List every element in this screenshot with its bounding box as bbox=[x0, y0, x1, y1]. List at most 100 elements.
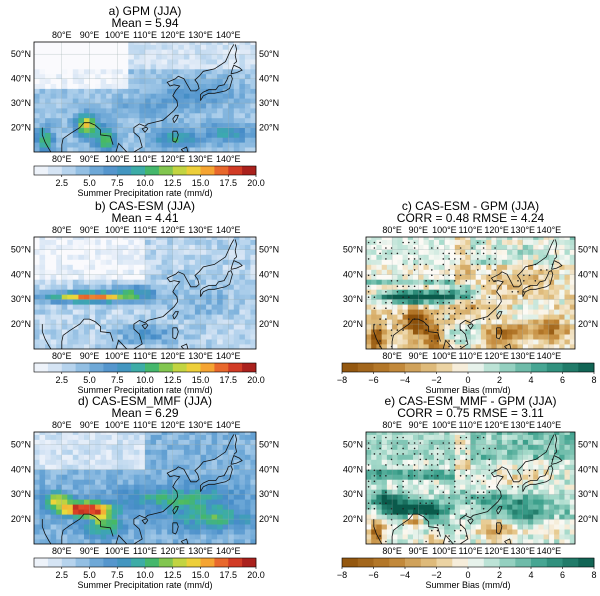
map-panel-a-cell bbox=[95, 137, 102, 143]
map-panel-d-cell bbox=[183, 484, 190, 490]
map-panel-d-cell bbox=[89, 454, 96, 460]
map-panel-c-cell bbox=[428, 304, 435, 310]
map-panel-d-cell bbox=[56, 432, 63, 435]
map-panel-a-cell bbox=[95, 122, 102, 128]
map-panel-c-stipple bbox=[494, 269, 496, 271]
map-panel-a-cell bbox=[211, 78, 218, 84]
map-panel-b-cell bbox=[244, 289, 251, 295]
map-panel-d-cell bbox=[89, 469, 96, 475]
map-panel-d-cell bbox=[150, 444, 157, 450]
map-panel-b-cell bbox=[56, 294, 63, 300]
map-panel-e-cell bbox=[428, 474, 435, 480]
bottom-lon-tick-label: 100°E bbox=[105, 351, 130, 361]
map-panel-c-cell bbox=[507, 274, 513, 280]
map-panel-b-cell bbox=[50, 289, 57, 295]
left-lat-tick-label: 20°N bbox=[11, 319, 31, 329]
map-panel-e-cell bbox=[559, 464, 565, 470]
map-panel-c-cell bbox=[433, 309, 440, 315]
map-panel-e-cell bbox=[470, 529, 477, 535]
map-panel-e-cell bbox=[465, 449, 471, 455]
map-panel-b-cell bbox=[200, 249, 207, 255]
map-panel-a-cell bbox=[78, 147, 85, 152]
map-panel-b-cell bbox=[50, 319, 57, 325]
map-panel-d-cell bbox=[211, 474, 218, 480]
map-panel-a-cell bbox=[78, 98, 85, 104]
map-panel-b-cell bbox=[34, 284, 40, 290]
map-panel-e-cell bbox=[486, 459, 492, 465]
map-panel-d-cell bbox=[206, 519, 213, 525]
map-panel-e-cell bbox=[407, 439, 414, 445]
map-panel-c-cell bbox=[444, 289, 450, 295]
map-panel-a-cell bbox=[211, 64, 218, 70]
map-panel-a-cell bbox=[172, 78, 179, 84]
map-panel-e-cell bbox=[491, 489, 497, 495]
map-panel-d-cell bbox=[61, 539, 68, 544]
map-panel-d-cell bbox=[217, 434, 224, 440]
map-panel-b-cell bbox=[250, 294, 256, 300]
map-panel-a-cell bbox=[239, 64, 246, 70]
map-panel-e-cell bbox=[554, 489, 560, 495]
map-panel-c-cell bbox=[533, 324, 539, 330]
map-panel-d-cell bbox=[117, 449, 124, 455]
map-panel-e-cell bbox=[433, 444, 440, 450]
map-panel-a-cell bbox=[228, 147, 235, 152]
map-panel-a-cell bbox=[95, 44, 102, 50]
map-panel-d-cell bbox=[222, 539, 229, 544]
map-panel-e-cell bbox=[486, 494, 492, 500]
map-panel-b-cell bbox=[61, 289, 68, 295]
map-panel-a-cell bbox=[100, 93, 107, 99]
map-panel-d-cell bbox=[61, 454, 68, 460]
map-panel-e-cell bbox=[397, 479, 403, 485]
map-panel-e-cell bbox=[475, 514, 482, 520]
map-panel-d-cell bbox=[194, 494, 201, 500]
map-panel-d-cell bbox=[122, 494, 129, 500]
map-panel-a-cell bbox=[172, 147, 179, 152]
map-panel-b-cell bbox=[89, 344, 96, 349]
map-panel-d-cell bbox=[250, 432, 256, 435]
map-panel-d-cell bbox=[84, 529, 90, 535]
map-panel-c-stipple bbox=[459, 274, 462, 277]
map-panel-d-cell bbox=[67, 444, 74, 450]
map-panel-a-cell bbox=[50, 44, 57, 50]
map-panel-c-cell bbox=[428, 284, 435, 290]
map-panel-e-cell bbox=[564, 509, 571, 515]
map-panel-c-cell bbox=[480, 334, 487, 340]
map-panel-c-cell bbox=[475, 304, 482, 310]
map-panel-c-cell bbox=[460, 264, 466, 270]
map-panel-a-cell bbox=[95, 142, 102, 148]
map-panel-d-cell bbox=[189, 504, 196, 510]
map-panel-d-cell bbox=[145, 434, 151, 440]
map-panel-c-cell bbox=[402, 239, 409, 245]
map-panel-c-cell bbox=[381, 244, 388, 250]
bottom-lon-tick-label: 100°E bbox=[105, 154, 130, 164]
map-panel-c-stipple bbox=[454, 263, 456, 266]
map-panel-d-cell bbox=[56, 449, 63, 455]
map-panel-a-cell bbox=[239, 42, 246, 45]
map-panel-c-cell bbox=[386, 319, 393, 325]
map-panel-d-cell bbox=[178, 489, 185, 495]
map-panel-a-cell bbox=[128, 112, 135, 119]
map-panel-d-cell bbox=[122, 459, 129, 465]
map-panel-e-cell bbox=[569, 494, 575, 500]
map-panel-d-cell bbox=[250, 484, 256, 490]
map-panel-d-cell bbox=[100, 489, 107, 495]
map-panel-d-cell bbox=[117, 474, 124, 480]
map-panel-c-cell bbox=[397, 344, 403, 349]
map-panel-a-cell bbox=[250, 68, 256, 75]
map-panel-d-cell bbox=[111, 474, 118, 480]
map-panel-e-cell bbox=[465, 524, 471, 530]
map-panel-c-cell bbox=[496, 239, 503, 245]
map-panel-e-cell bbox=[470, 439, 477, 445]
map-panel-c-cell bbox=[402, 289, 409, 295]
map-panel-e-cell bbox=[475, 474, 482, 480]
map-panel-e-cell bbox=[439, 469, 445, 475]
map-panel-b-cell bbox=[106, 289, 113, 295]
map-panel-a-cell bbox=[100, 122, 107, 128]
map-panel-e-cell bbox=[569, 432, 575, 435]
map-panel-e-cell bbox=[559, 514, 565, 520]
map-panel-e-cell bbox=[554, 499, 560, 505]
map-panel-a-cell bbox=[239, 122, 246, 128]
map-panel-c-stipple bbox=[448, 252, 450, 255]
map-panel-a-cell bbox=[111, 88, 118, 94]
map-panel-b-cell bbox=[217, 314, 224, 320]
